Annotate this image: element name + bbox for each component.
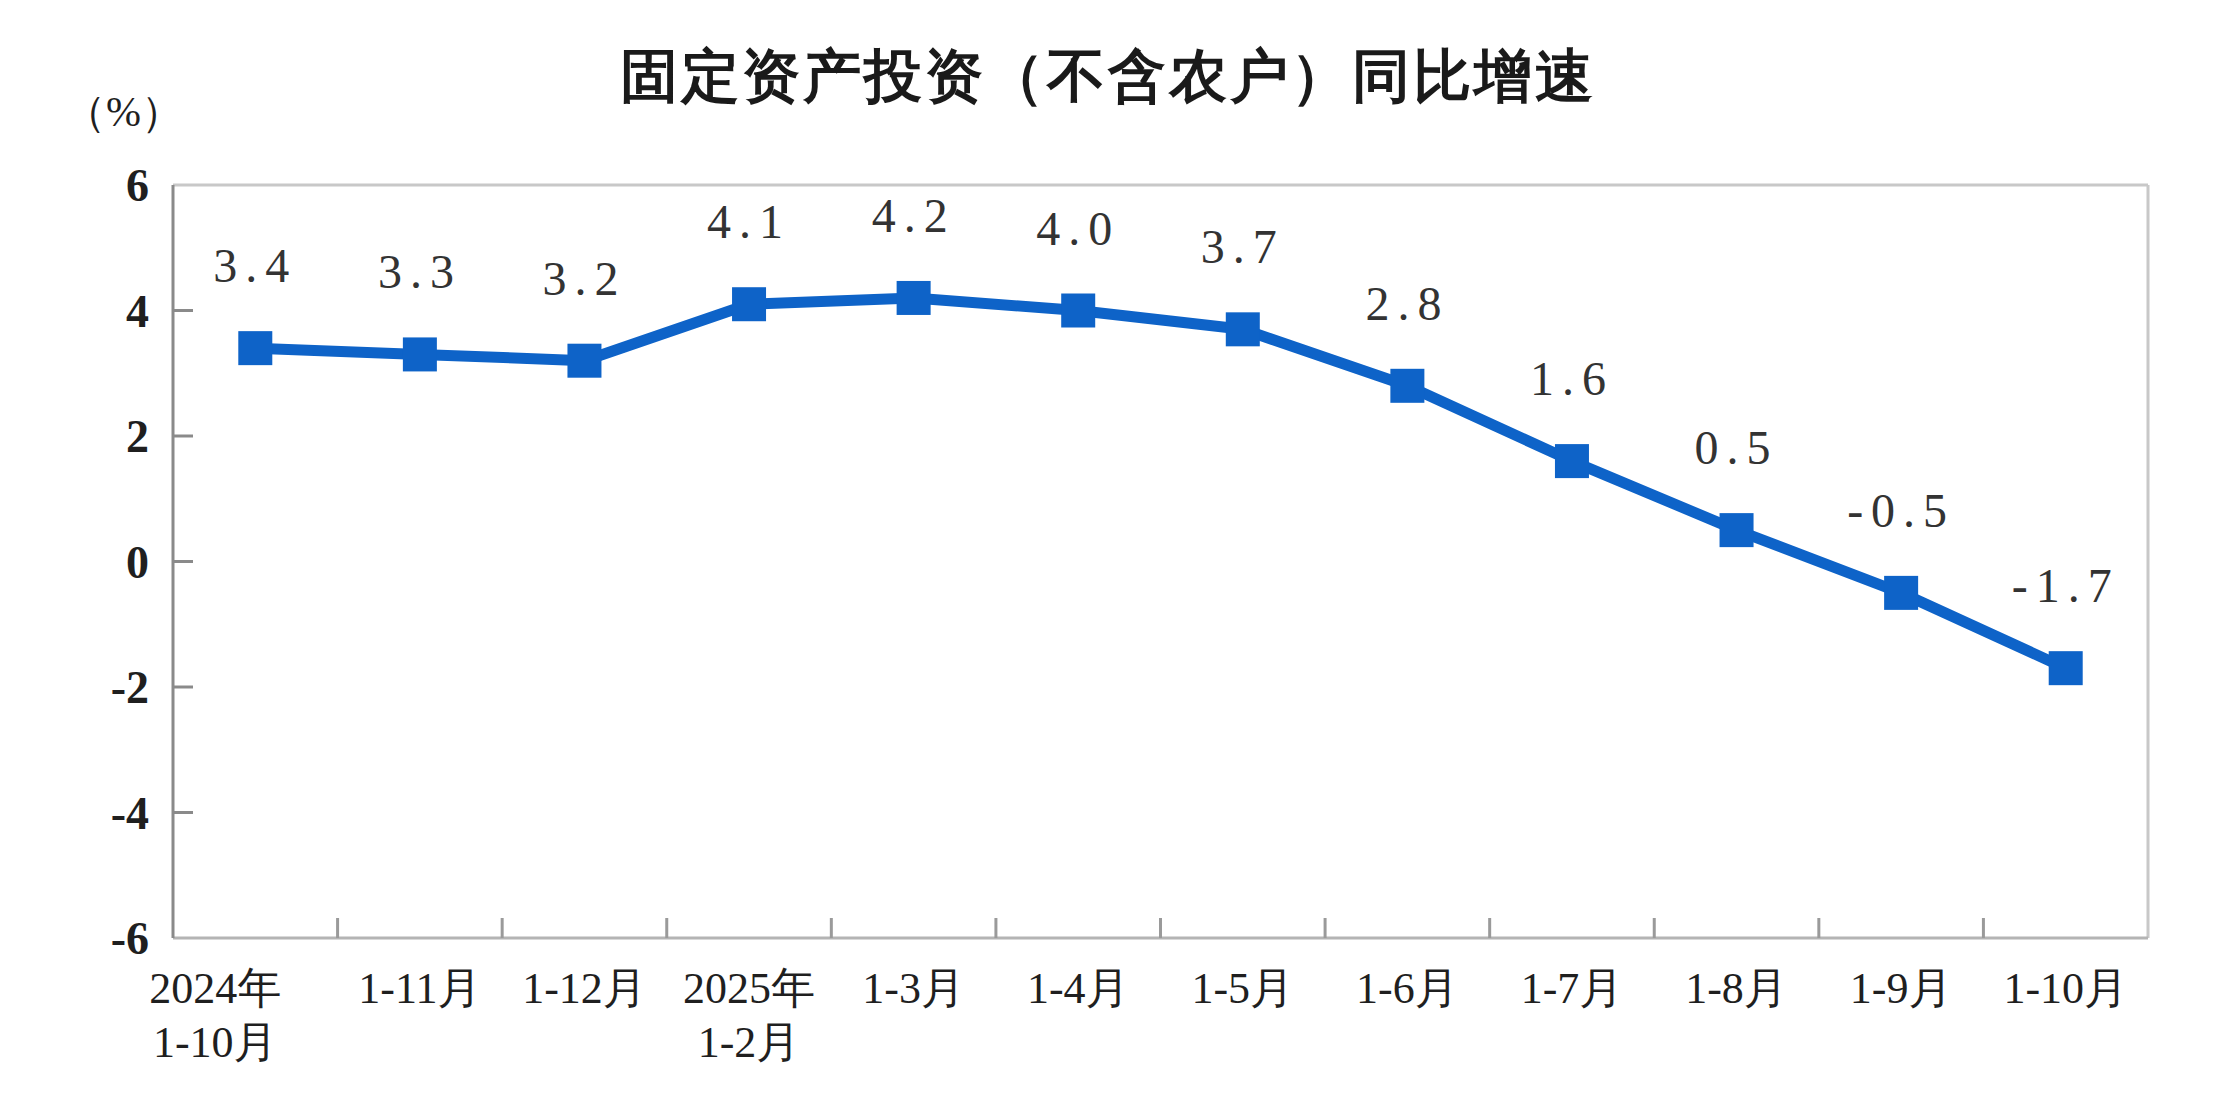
x-axis-category-label: 1-12月 — [522, 964, 647, 1013]
data-point-marker — [1226, 312, 1260, 346]
data-point-marker — [403, 337, 437, 371]
x-axis-category-label: 1-5月 — [1191, 964, 1294, 1013]
data-point-marker — [238, 331, 272, 365]
data-point-marker — [1720, 513, 1754, 547]
y-axis-tick-label: -2 — [111, 662, 149, 713]
x-axis-category-label: 1-10月 — [2003, 964, 2128, 1013]
chart-canvas: 固定资产投资（不含农户）同比增速 （%） 6420-2-4-62024年1-10… — [0, 0, 2216, 1112]
line-chart-plot: 6 4 2 0 -2 -4 -62024年 1-10月 1-11月 1-12月 2025年 1-2月 1… — [0, 0, 2216, 1112]
y-axis-tick-label: -4 — [111, 788, 149, 839]
data-point-marker — [2049, 651, 2083, 685]
data-point-marker — [732, 287, 766, 321]
x-axis-category-label: 1-9月 — [1850, 964, 1953, 1013]
x-axis-category-label: 1-8月 — [1685, 964, 1788, 1013]
y-axis-tick-label: 0 — [126, 537, 149, 588]
data-point-label: 1.6 — [1530, 352, 1614, 405]
data-point-marker — [1555, 444, 1589, 478]
data-point-marker — [897, 281, 931, 315]
y-axis-tick-label: 4 — [126, 286, 149, 337]
data-point-marker — [1884, 576, 1918, 610]
data-point-label: 4.1 — [707, 195, 791, 248]
data-point-label: 4.2 — [872, 189, 956, 242]
data-point-label: 4.0 — [1036, 202, 1120, 255]
x-axis-category-label: 1-10月 — [153, 1018, 278, 1067]
y-axis-tick-label: 2 — [126, 411, 149, 462]
x-axis-category-label: 1-4月 — [1027, 964, 1130, 1013]
data-point-label: -1.7 — [2012, 559, 2120, 612]
data-point-marker — [567, 344, 601, 378]
y-axis-tick-label: 6 — [126, 160, 149, 211]
x-axis-category-label: 1-3月 — [862, 964, 965, 1013]
data-point-label: -0.5 — [1847, 484, 1955, 537]
data-point-label: 3.3 — [378, 245, 462, 298]
x-axis-category-label: 1-6月 — [1356, 964, 1459, 1013]
data-point-label: 3.2 — [542, 252, 626, 305]
data-point-marker — [1061, 294, 1095, 328]
data-point-label: 3.7 — [1201, 220, 1285, 273]
x-axis-category-label: 1-11月 — [358, 964, 481, 1013]
data-line — [255, 298, 2065, 668]
data-point-label: 0.5 — [1695, 421, 1779, 474]
y-axis-tick-label: -6 — [111, 913, 149, 964]
x-axis-category-label: 2024年 — [149, 964, 281, 1013]
x-axis-category-label: 1-2月 — [698, 1018, 801, 1067]
x-axis-category-label: 1-7月 — [1521, 964, 1624, 1013]
x-axis-category-label: 2025年 — [683, 964, 815, 1013]
data-point-label: 2.8 — [1365, 277, 1449, 330]
data-point-label: 3.4 — [213, 239, 297, 292]
data-point-marker — [1390, 369, 1424, 403]
